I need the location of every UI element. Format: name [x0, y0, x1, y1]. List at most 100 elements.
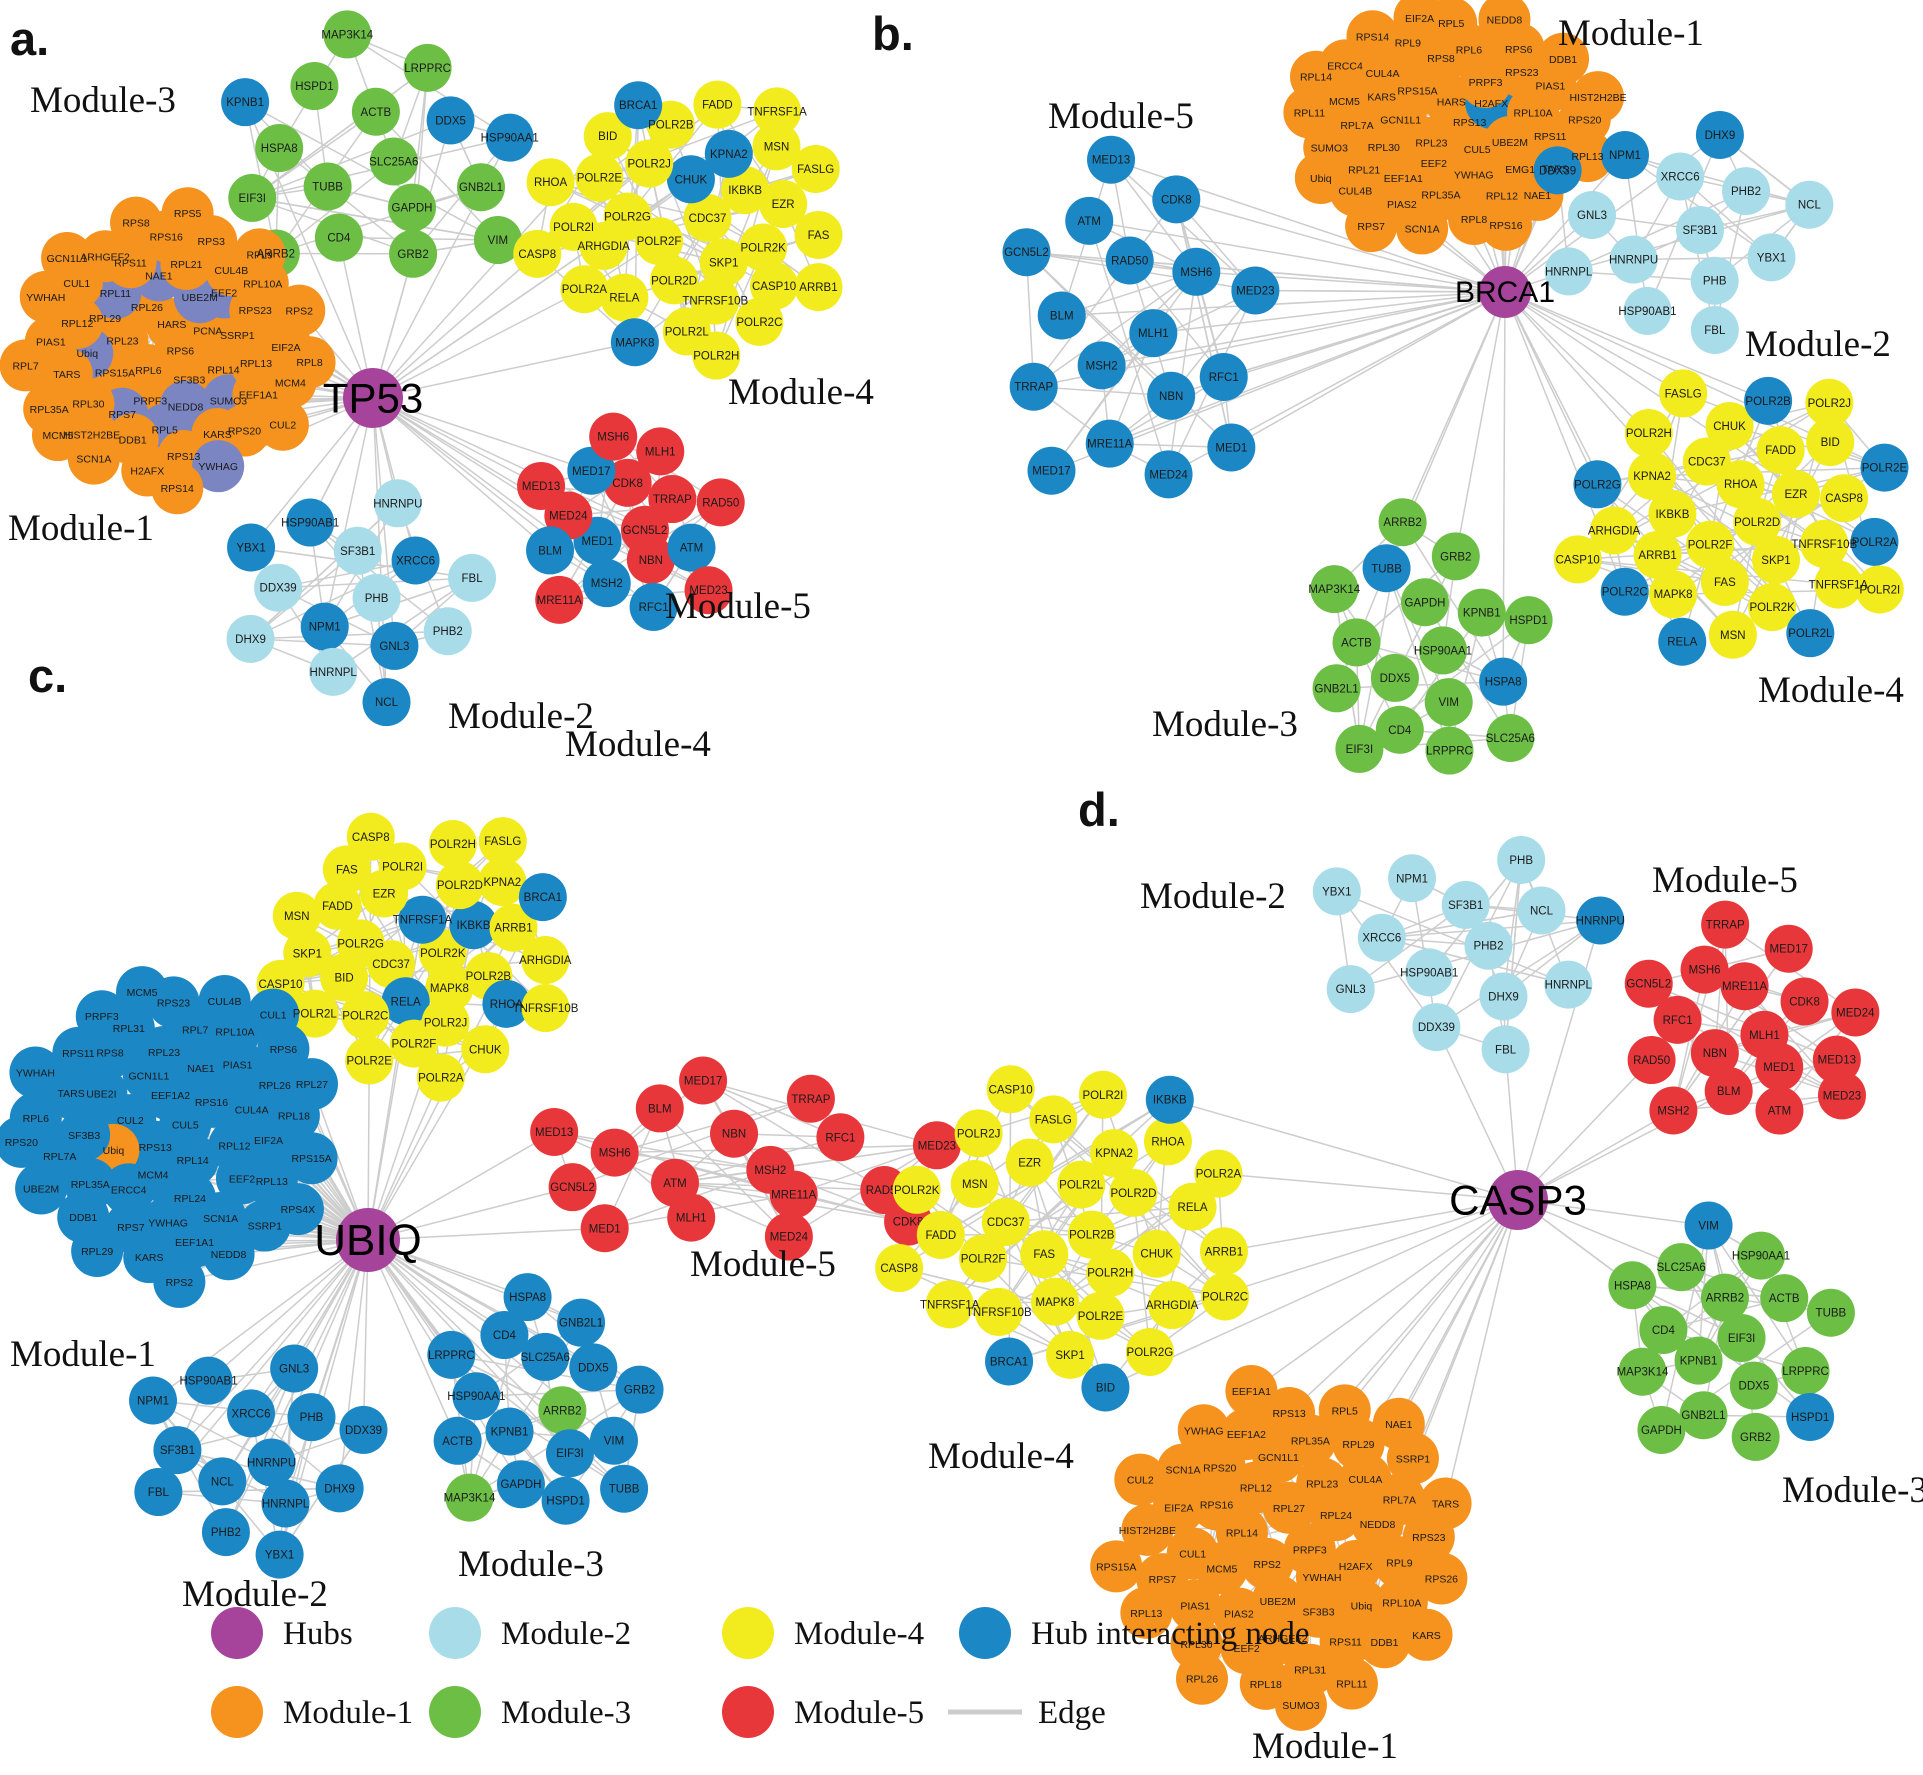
node-H2AFX[interactable] [1329, 1540, 1382, 1593]
node-CASP8[interactable] [1820, 474, 1869, 523]
node-YWHAH[interactable] [9, 1046, 62, 1099]
node-SLC25A6[interactable] [369, 137, 418, 186]
node-GCN5L2[interactable] [1002, 228, 1051, 277]
node-RPS15A[interactable] [285, 1132, 338, 1185]
node-MED13[interactable] [1087, 135, 1136, 184]
node-MSN[interactable] [752, 122, 801, 171]
node-NEDD8[interactable] [1478, 0, 1531, 46]
node-RPL14[interactable] [1290, 50, 1343, 103]
node-DDX5[interactable] [1370, 653, 1419, 702]
node-POLR2K[interactable] [892, 1165, 941, 1214]
node-POLR2C[interactable] [1201, 1272, 1250, 1321]
node-XRCC6[interactable] [1357, 913, 1406, 962]
node-CASP8[interactable] [346, 812, 395, 861]
node-YWHAH[interactable] [19, 270, 72, 323]
node-TNFRSF10B[interactable] [1800, 519, 1849, 568]
node-EIF3I[interactable] [545, 1429, 594, 1478]
node-FADD[interactable] [1756, 426, 1805, 475]
node-MED17[interactable] [1764, 924, 1813, 973]
node-POLR2L[interactable] [290, 989, 339, 1038]
node-POLR2H[interactable] [428, 820, 477, 869]
node-RPS20[interactable] [218, 404, 271, 457]
node-GAPDH[interactable] [1400, 578, 1449, 627]
node-MED24[interactable] [764, 1212, 813, 1261]
node-EZR[interactable] [1005, 1138, 1054, 1187]
node-RPL13[interactable] [1120, 1586, 1173, 1639]
node-HSP90AA1[interactable] [452, 1372, 501, 1421]
node-RPL11[interactable] [1325, 1657, 1378, 1710]
node-SF3B1[interactable] [1676, 205, 1725, 254]
node-CD4[interactable] [1375, 705, 1424, 754]
node-RPL26[interactable] [1176, 1652, 1229, 1705]
node-HNRNPU[interactable] [373, 479, 422, 528]
node-TNFRSF1A[interactable] [753, 87, 802, 136]
node-MSH2[interactable] [1649, 1086, 1698, 1135]
node-POLR2F[interactable] [389, 1019, 438, 1068]
node-HSP90AB1[interactable] [286, 498, 335, 547]
node-POLR2C[interactable] [1600, 567, 1649, 616]
node-MSN[interactable] [950, 1159, 999, 1208]
node-POLR2I[interactable] [1855, 565, 1904, 614]
node-VIM[interactable] [589, 1416, 638, 1465]
node-TNFRSF10B[interactable] [974, 1287, 1023, 1336]
node-HSP90AB1[interactable] [1405, 948, 1454, 997]
node-HSP90AA1[interactable] [485, 113, 534, 162]
node-PHB2[interactable] [1722, 167, 1771, 216]
node-TRRAP[interactable] [786, 1074, 835, 1123]
node-EEF1A2[interactable] [1220, 1408, 1273, 1461]
node-CDC37[interactable] [683, 193, 732, 242]
node-TUBB[interactable] [1362, 544, 1411, 593]
node-KARS[interactable] [1400, 1608, 1453, 1661]
node-PHB[interactable] [1690, 256, 1739, 305]
node-POLR2K[interactable] [739, 223, 788, 272]
node-PHB[interactable] [352, 573, 401, 622]
node-RHOA[interactable] [1716, 460, 1765, 509]
node-RPS13[interactable] [1263, 1386, 1316, 1439]
node-FAS[interactable] [794, 210, 843, 259]
node-NCL[interactable] [198, 1457, 247, 1506]
node-GNB2L1[interactable] [457, 163, 506, 212]
node-EZR[interactable] [759, 179, 808, 228]
node-RPL5[interactable] [1318, 1384, 1371, 1437]
node-YBX1[interactable] [227, 523, 276, 572]
node-PHB2[interactable] [423, 607, 472, 656]
node-YWHAG[interactable] [192, 440, 245, 493]
node-DHX9[interactable] [226, 614, 275, 663]
node-GRB2[interactable] [615, 1365, 664, 1414]
node-BLM[interactable] [1037, 291, 1086, 340]
node-TRRAP[interactable] [648, 475, 697, 524]
node-TUBB[interactable] [1806, 1288, 1855, 1337]
node-NPM1[interactable] [129, 1376, 178, 1425]
node-HSP90AB1[interactable] [1623, 286, 1672, 335]
node-GNL3[interactable] [1326, 965, 1375, 1014]
node-FASLG[interactable] [478, 817, 527, 866]
node-RELA[interactable] [381, 977, 430, 1026]
node-ARRB1[interactable] [794, 263, 843, 312]
node-HNRNPU[interactable] [1576, 896, 1625, 945]
node-DHX9[interactable] [315, 1464, 364, 1513]
node-EZR[interactable] [1771, 469, 1820, 518]
node-MED13[interactable] [517, 461, 566, 510]
node-EIF3I[interactable] [228, 173, 277, 222]
hub-BRCA1[interactable] [1479, 266, 1531, 318]
node-BID[interactable] [583, 112, 632, 161]
node-POLR2G[interactable] [1573, 460, 1622, 509]
node-GNB2L1[interactable] [1679, 1391, 1728, 1440]
node-HSPA8[interactable] [1608, 1261, 1657, 1310]
node-BID[interactable] [1081, 1363, 1130, 1412]
node-POLR2H[interactable] [1086, 1248, 1135, 1297]
node-GNL3[interactable] [1568, 191, 1617, 240]
node-NPM1[interactable] [1388, 854, 1437, 903]
node-KPNA2[interactable] [704, 129, 753, 178]
node-GAPDH[interactable] [388, 183, 437, 232]
node-MAPK8[interactable] [425, 963, 474, 1012]
node-SKP1[interactable] [699, 238, 748, 287]
node-CUL1[interactable] [247, 988, 300, 1041]
node-BLM[interactable] [635, 1084, 684, 1133]
node-CUL2[interactable] [256, 398, 309, 451]
hub-CASP3[interactable] [1488, 1170, 1548, 1230]
node-KPNA2[interactable] [478, 857, 527, 906]
node-TARS[interactable] [1419, 1477, 1472, 1530]
node-BID[interactable] [320, 953, 369, 1002]
node-RPL29[interactable] [71, 1225, 124, 1278]
